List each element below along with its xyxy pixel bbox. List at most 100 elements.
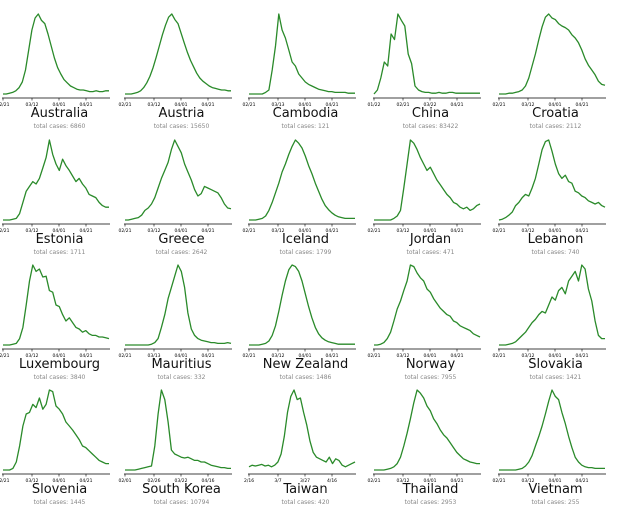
total-cases-value: 1711 [70, 249, 86, 256]
total-cases-label: total cases: [531, 249, 569, 256]
x-tick-label: 04/01 [299, 102, 312, 108]
series-line [499, 264, 605, 346]
total-cases-value: 15650 [190, 123, 210, 130]
x-tick-label: 03/12 [522, 478, 535, 484]
x-tick-label: 04/21 [80, 228, 93, 234]
total-cases: total cases: 83422 [373, 123, 488, 131]
chart-panel: 02/21 03/12 04/01 04/21 Lebanon total cases: … [493, 126, 618, 256]
total-cases: total cases: 1421 [498, 374, 613, 382]
country-name: Iceland [281, 232, 330, 247]
series-line [374, 389, 480, 471]
total-cases-value: 3840 [70, 374, 86, 381]
country-name: Greece [158, 232, 205, 247]
chart-svg: 02/21 03/12 04/01 04/21 [493, 389, 606, 484]
total-cases-value: 420 [318, 499, 330, 506]
total-cases-value: 2953 [441, 499, 457, 506]
total-cases: total cases: 121 [248, 123, 363, 131]
x-tick-label: 03/12 [522, 228, 535, 234]
series-line [248, 389, 356, 468]
x-tick-label: 4/16 [327, 478, 337, 484]
x-tick-label: 02/21 [368, 353, 381, 359]
country-name: Jordan [409, 232, 452, 247]
total-cases-label: total cases: [402, 123, 440, 130]
x-tick-label: 04/01 [424, 228, 437, 234]
total-cases: total cases: 1799 [248, 249, 363, 257]
series-line [3, 389, 109, 471]
x-tick-label: 04/01 [424, 478, 437, 484]
country-name: Lebanon [527, 232, 584, 247]
chart-svg: 2/16 3/7 3/27 4/16 [244, 389, 356, 484]
chart-panel: 02/21 03/12 04/01 04/21 Slovakia total cases:… [493, 251, 618, 381]
total-cases: total cases: 1445 [2, 499, 117, 507]
x-tick-label: 04/21 [451, 102, 464, 108]
total-cases-value: 121 [318, 123, 330, 130]
series-line [249, 13, 355, 95]
total-cases-label: total cases: [157, 374, 195, 381]
series-line [125, 389, 231, 471]
x-tick-label: 03/12 [397, 228, 410, 234]
x-tick-label: 04/21 [326, 102, 339, 108]
chart-panel: 02/21 03/12 04/01 04/21 New Zealand total cas… [243, 251, 368, 381]
x-tick-label: 03/12 [397, 478, 410, 484]
x-tick-label: 04/01 [549, 478, 562, 484]
x-tick-label: 04/01 [299, 228, 312, 234]
total-cases-label: total cases: [531, 499, 569, 506]
x-tick-label: 04/01 [175, 228, 188, 234]
x-tick-label: 02/21 [243, 353, 256, 359]
chart-panel: 02/01 02/26 03/22 04/16 South Korea total cas… [119, 376, 244, 506]
x-tick-label: 02/21 [0, 228, 10, 234]
country-name: Slovakia [528, 357, 583, 372]
x-tick-label: 03/12 [26, 102, 39, 108]
total-cases: total cases: 10794 [124, 499, 239, 507]
total-cases-label: total cases: [404, 374, 442, 381]
x-tick-label: 04/21 [202, 102, 215, 108]
x-tick-label: 02/21 [119, 228, 132, 234]
chart-panel: 02/21 03/12 04/01 04/21 Greece total cases: 2… [119, 126, 244, 256]
total-cases: total cases: 740 [498, 249, 613, 257]
x-tick-label: 04/21 [576, 102, 589, 108]
x-tick-label: 02/21 [397, 102, 410, 108]
x-tick-label: 03/12 [148, 228, 161, 234]
series-line [3, 13, 109, 95]
chart-panel: 02/21 03/12 04/01 04/21 Jordan total cases: 4… [368, 126, 493, 256]
x-tick-label: 04/01 [175, 353, 188, 359]
total-cases-label: total cases: [529, 374, 567, 381]
x-tick-label: 04/21 [202, 228, 215, 234]
series-line [3, 264, 110, 346]
chart-svg: 02/21 03/12 04/01 04/21 [368, 264, 481, 359]
x-tick-label: 03/12 [26, 478, 39, 484]
total-cases-label: total cases: [281, 499, 319, 506]
chart-panel: 02/21 03/12 04/01 04/21 Iceland total cases: … [243, 126, 368, 256]
x-tick-label: 02/21 [493, 228, 506, 234]
total-cases-value: 471 [443, 249, 455, 256]
total-cases-label: total cases: [155, 249, 193, 256]
x-tick-label: 02/26 [148, 478, 161, 484]
total-cases-label: total cases: [33, 123, 71, 130]
x-tick-label: 03/12 [148, 102, 161, 108]
chart-panel: 02/21 03/13 04/01 04/21 Cambodia total cases:… [243, 0, 368, 130]
total-cases-value: 2642 [192, 249, 208, 256]
x-tick-label: 04/21 [80, 478, 93, 484]
x-tick-label: 3/27 [300, 478, 310, 484]
chart-svg: 02/21 03/12 04/01 04/21 [493, 264, 606, 359]
x-tick-label: 04/21 [451, 228, 464, 234]
total-cases-label: total cases: [279, 249, 317, 256]
chart-svg: 02/21 03/13 04/01 04/21 [119, 264, 232, 359]
x-tick-label: 04/21 [576, 478, 589, 484]
x-tick-label: 04/01 [53, 228, 66, 234]
total-cases-label: total cases: [279, 374, 317, 381]
series-line [498, 139, 606, 221]
total-cases: total cases: 6860 [2, 123, 117, 131]
country-name: Australia [30, 106, 89, 121]
total-cases-label: total cases: [529, 123, 567, 130]
total-cases-label: total cases: [33, 499, 71, 506]
x-tick-label: 04/01 [175, 102, 188, 108]
series-line [374, 139, 481, 221]
total-cases-value: 1486 [316, 374, 332, 381]
chart-svg: 02/21 03/12 04/01 04/21 [0, 389, 110, 484]
x-tick-label: 04/01 [53, 102, 66, 108]
total-cases: total cases: 7955 [373, 374, 488, 382]
chart-panel: 02/21 03/12 04/01 04/21 Austria total cases: … [119, 0, 244, 130]
